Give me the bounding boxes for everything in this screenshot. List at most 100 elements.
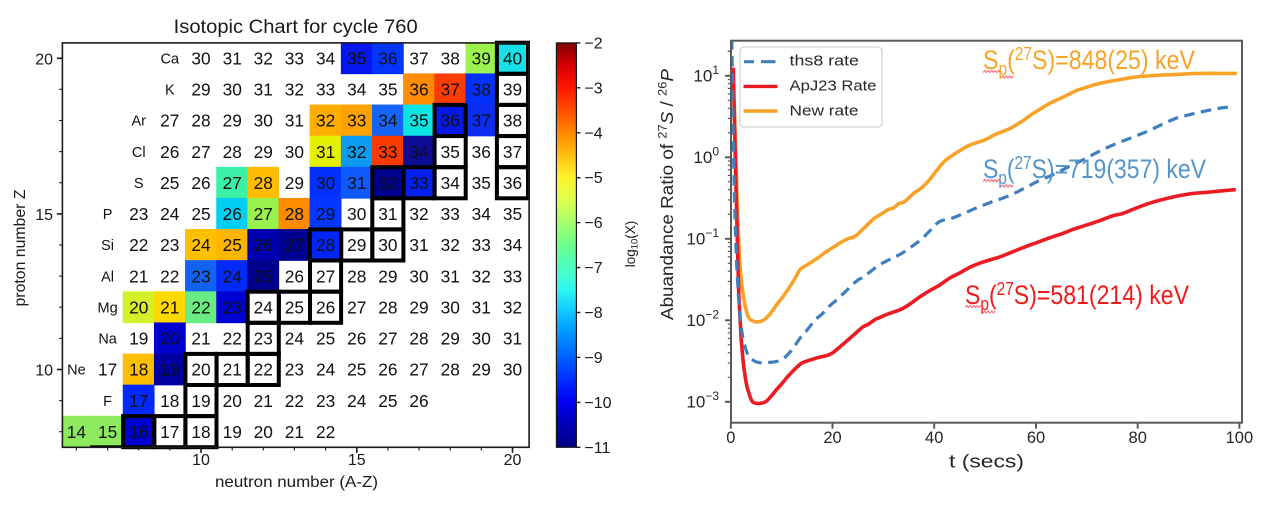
svg-text:20: 20: [35, 51, 53, 68]
svg-text:17: 17: [160, 422, 179, 442]
svg-text:37: 37: [503, 142, 522, 162]
svg-text:38: 38: [472, 80, 491, 100]
svg-text:38: 38: [441, 49, 460, 69]
svg-text:29: 29: [472, 360, 491, 380]
svg-text:24: 24: [191, 235, 211, 255]
svg-text:18: 18: [191, 422, 210, 442]
svg-text:21: 21: [223, 360, 242, 380]
svg-text:21: 21: [129, 266, 148, 286]
svg-text:30: 30: [223, 80, 242, 100]
svg-text:27: 27: [191, 142, 210, 162]
svg-text:Si: Si: [101, 238, 114, 254]
svg-text:24: 24: [254, 297, 274, 317]
svg-text:23: 23: [285, 360, 304, 380]
svg-text:32: 32: [409, 204, 428, 224]
svg-text:21: 21: [285, 422, 304, 442]
svg-text:19: 19: [129, 329, 148, 349]
svg-text:36: 36: [441, 111, 460, 131]
svg-text:100: 100: [1226, 429, 1254, 447]
svg-text:34: 34: [316, 49, 336, 69]
svg-text:29: 29: [285, 173, 304, 193]
svg-text:27: 27: [409, 360, 428, 380]
svg-text:20: 20: [191, 360, 210, 380]
svg-text:29: 29: [191, 80, 210, 100]
svg-text:26: 26: [254, 235, 273, 255]
svg-text:38: 38: [503, 111, 522, 131]
svg-text:−6: −6: [584, 215, 602, 232]
svg-text:20: 20: [504, 452, 522, 469]
svg-text:37: 37: [409, 49, 428, 69]
svg-text:20: 20: [160, 329, 179, 349]
svg-text:0: 0: [726, 429, 735, 447]
svg-text:New rate: New rate: [790, 102, 859, 119]
svg-text:33: 33: [472, 235, 491, 255]
svg-text:Abuandance Ratio of 27S / 26P: Abuandance Ratio of 27S / 26P: [656, 69, 678, 320]
svg-text:ths8 rate: ths8 rate: [790, 53, 860, 70]
svg-text:28: 28: [316, 235, 335, 255]
svg-text:20: 20: [254, 422, 273, 442]
svg-text:31: 31: [409, 235, 428, 255]
svg-text:26: 26: [347, 329, 366, 349]
svg-text:31: 31: [223, 49, 242, 69]
svg-text:30: 30: [409, 266, 428, 286]
svg-text:−2: −2: [584, 35, 602, 52]
svg-text:−5: −5: [584, 170, 602, 187]
svg-text:35: 35: [347, 49, 366, 69]
svg-text:29: 29: [409, 297, 428, 317]
svg-text:25: 25: [285, 297, 304, 317]
svg-text:10: 10: [35, 362, 53, 379]
svg-text:Ar: Ar: [131, 114, 146, 130]
svg-text:16: 16: [129, 422, 148, 442]
svg-text:ApJ23 Rate: ApJ23 Rate: [790, 78, 877, 95]
svg-text:32: 32: [347, 142, 366, 162]
svg-text:18: 18: [129, 360, 148, 380]
svg-text:23: 23: [316, 391, 335, 411]
svg-text:Mg: Mg: [98, 300, 118, 316]
svg-text:25: 25: [160, 173, 179, 193]
svg-text:27: 27: [378, 329, 397, 349]
svg-text:31: 31: [285, 111, 304, 131]
svg-text:36: 36: [472, 142, 491, 162]
svg-text:37: 37: [472, 111, 491, 131]
svg-text:26: 26: [316, 297, 335, 317]
svg-text:24: 24: [285, 329, 305, 349]
svg-text:35: 35: [378, 80, 397, 100]
svg-text:26: 26: [223, 204, 242, 224]
svg-text:20: 20: [223, 391, 242, 411]
svg-text:30: 30: [347, 204, 366, 224]
svg-text:−3: −3: [584, 80, 602, 97]
svg-text:36: 36: [503, 173, 522, 193]
svg-text:Al: Al: [101, 269, 114, 285]
svg-text:33: 33: [316, 80, 335, 100]
svg-text:28: 28: [409, 329, 428, 349]
svg-text:25: 25: [316, 329, 335, 349]
svg-text:37: 37: [441, 80, 460, 100]
svg-text:Ne: Ne: [67, 363, 86, 379]
svg-text:60: 60: [1027, 429, 1045, 447]
svg-text:31: 31: [254, 80, 273, 100]
svg-text:24: 24: [223, 266, 243, 286]
svg-text:31: 31: [472, 297, 491, 317]
svg-text:10−1: 10−1: [686, 226, 719, 249]
svg-text:25: 25: [191, 204, 210, 224]
svg-text:23: 23: [129, 204, 148, 224]
svg-text:31: 31: [378, 204, 397, 224]
svg-text:33: 33: [409, 173, 428, 193]
svg-text:101: 101: [693, 63, 719, 86]
svg-text:34: 34: [378, 111, 398, 131]
svg-text:18: 18: [160, 391, 179, 411]
svg-text:neutron number (A-Z): neutron number (A-Z): [215, 474, 378, 491]
svg-text:33: 33: [285, 49, 304, 69]
svg-text:31: 31: [316, 142, 335, 162]
svg-text:10: 10: [192, 452, 210, 469]
svg-text:29: 29: [378, 266, 397, 286]
svg-text:35: 35: [409, 111, 428, 131]
svg-text:28: 28: [191, 111, 210, 131]
svg-text:15: 15: [98, 422, 117, 442]
svg-text:30: 30: [285, 142, 304, 162]
svg-text:26: 26: [285, 266, 304, 286]
svg-text:log10(X): log10(X): [623, 221, 641, 268]
svg-text:28: 28: [254, 173, 273, 193]
svg-text:15: 15: [35, 207, 53, 224]
svg-text:P: P: [103, 207, 113, 223]
